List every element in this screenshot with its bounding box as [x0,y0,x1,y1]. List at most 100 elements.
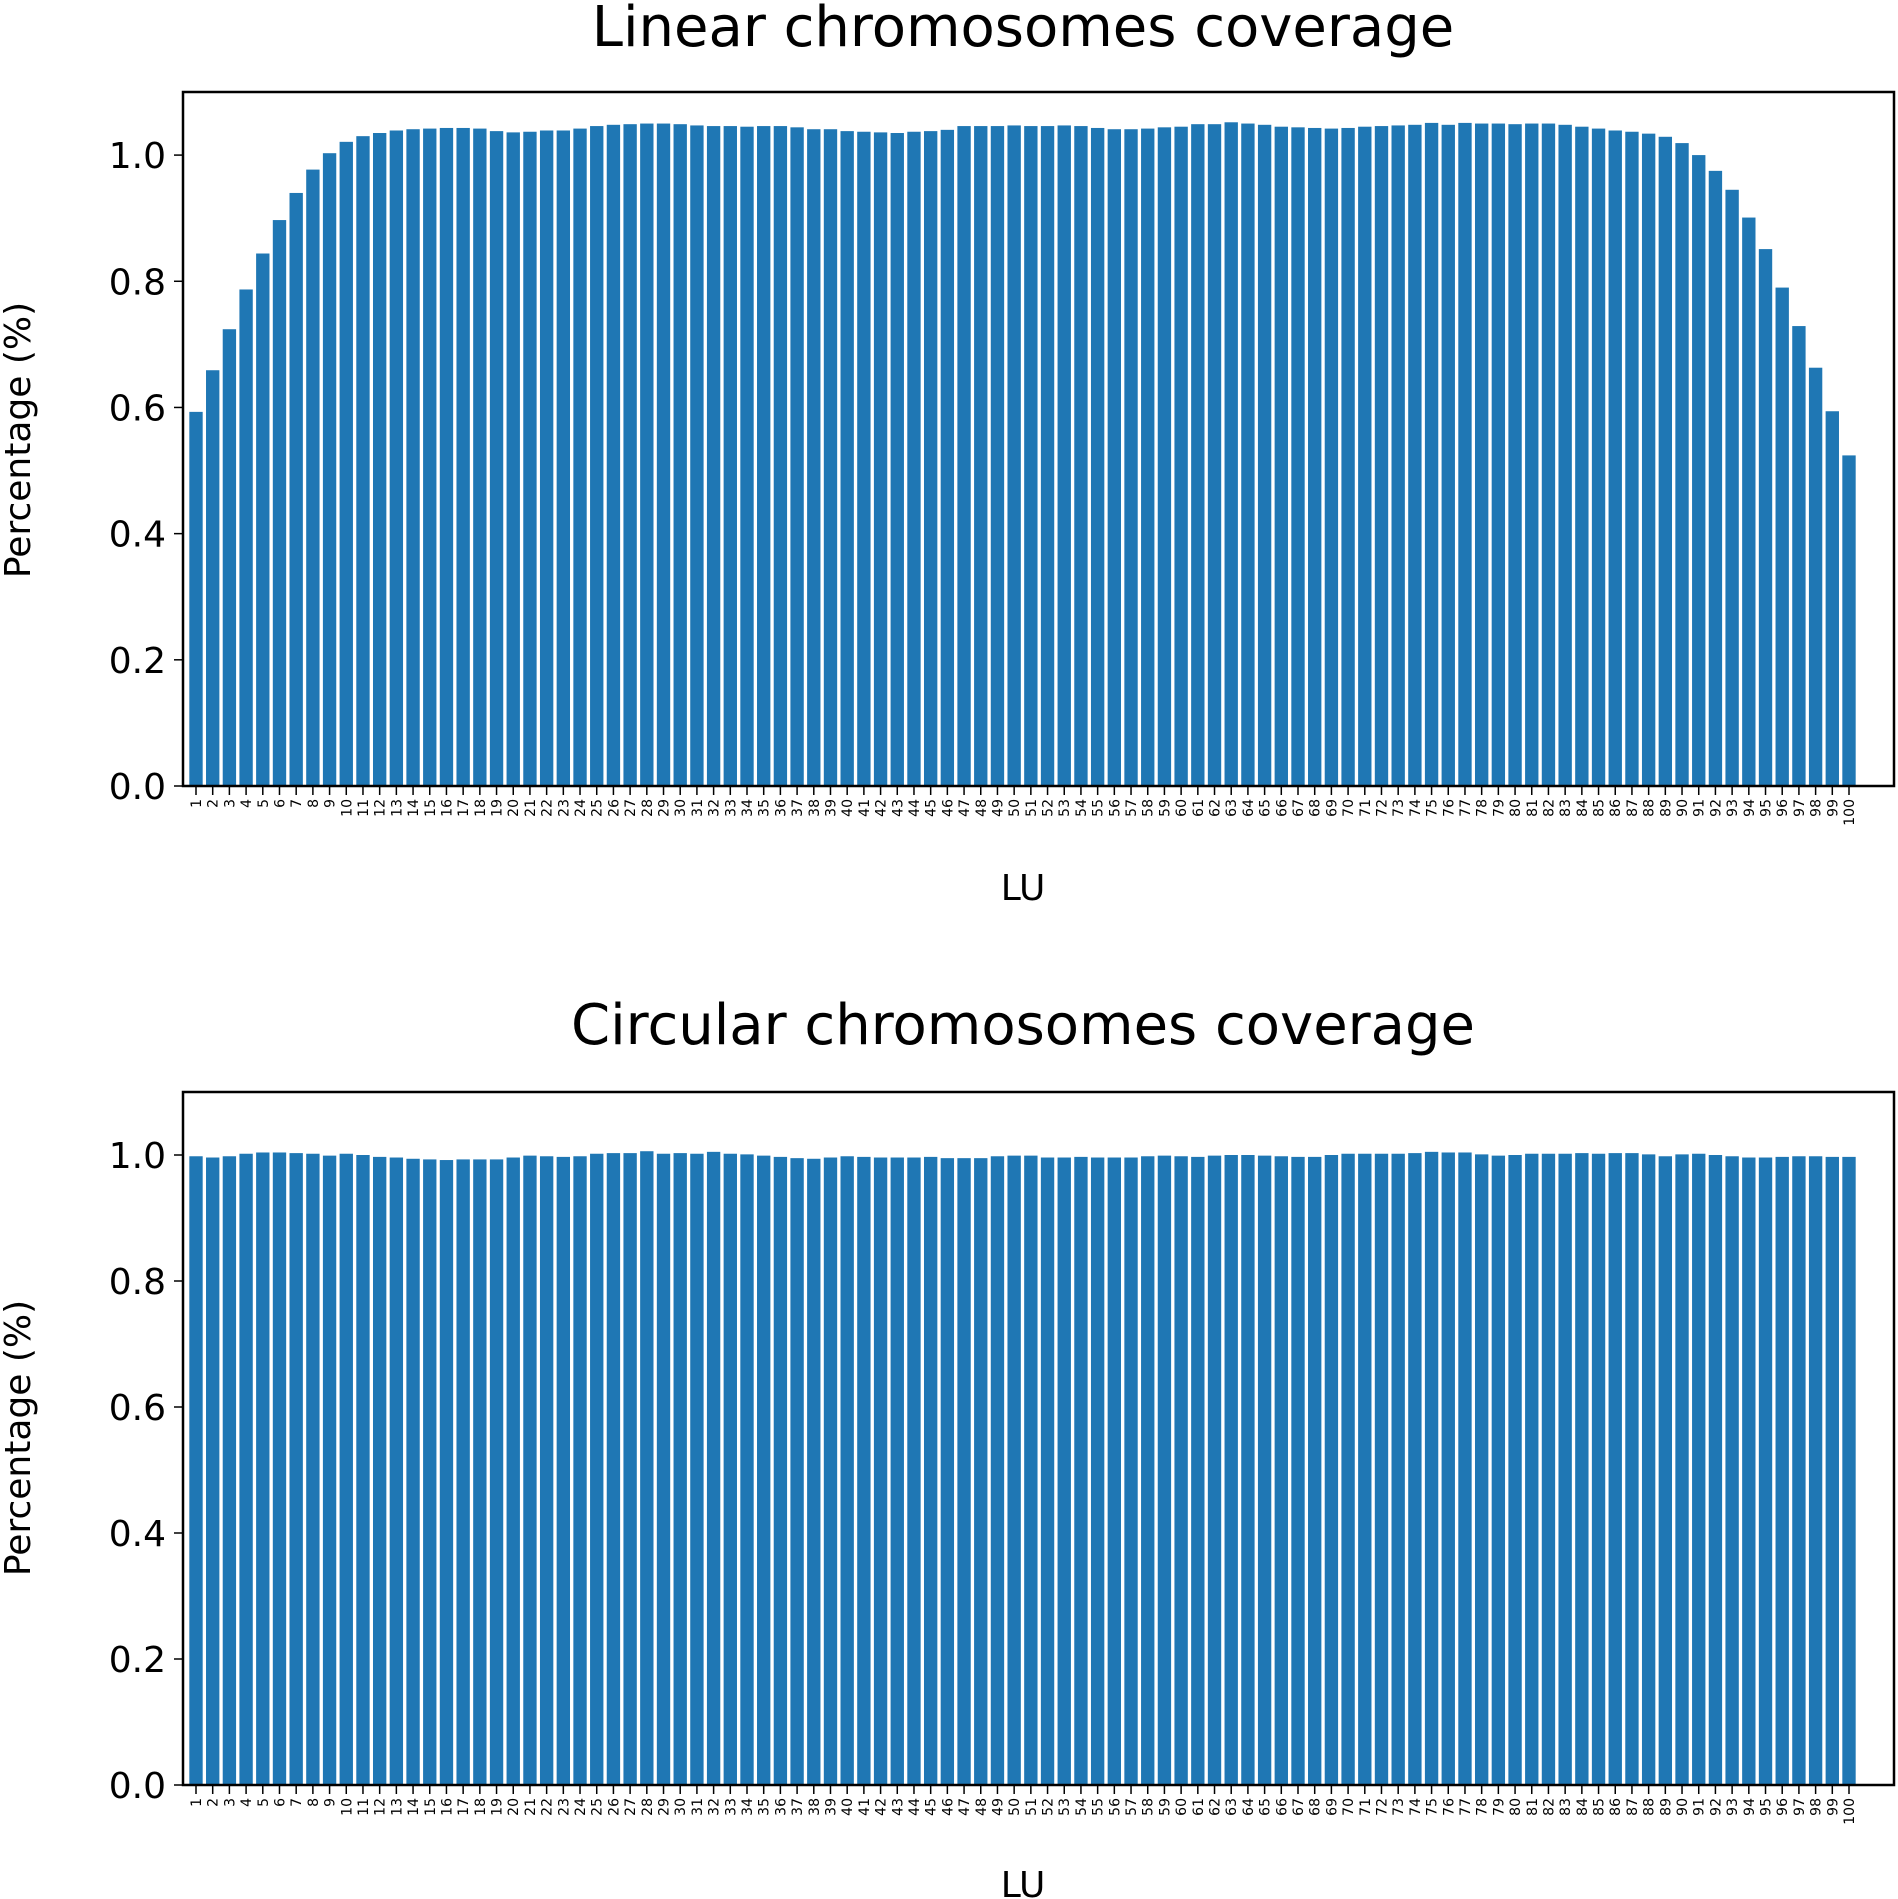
bar-65 [1257,1155,1272,1785]
x-tick-label: 10 [339,1798,355,1816]
x-tick-label: 32 [707,1798,723,1816]
x-tick-label: 32 [707,799,723,817]
x-tick-label: 48 [974,799,990,817]
bar-98 [1808,1156,1823,1785]
bar-78 [1474,123,1489,787]
x-tick-label: 38 [807,799,823,817]
x-tick-label: 16 [439,799,455,817]
x-tick-label: 70 [1341,1798,1357,1816]
bar-20 [506,132,520,786]
bar-41 [857,1156,871,1785]
x-tick-label: 65 [1258,1798,1274,1816]
bar-24 [573,128,587,787]
x-tick-label: 67 [1291,1798,1307,1816]
x-tick-label: 73 [1391,1798,1407,1816]
x-tick-label: 70 [1341,799,1357,817]
x-tick-label: 33 [723,1798,739,1816]
bar-70 [1341,127,1355,786]
bar-86 [1608,130,1622,787]
bar-82 [1541,123,1556,787]
x-tick-label: 82 [1541,799,1557,817]
bar-61 [1191,1156,1205,1785]
x-tick-label: 53 [1057,1798,1073,1816]
bar-67 [1291,127,1305,786]
bar-37 [790,1158,804,1785]
x-tick-label: 60 [1174,1798,1190,1816]
bar-99 [1825,411,1839,786]
x-tick-label: 88 [1642,799,1658,817]
bar-66 [1274,126,1288,786]
bar-84 [1575,126,1589,786]
bar-61 [1191,124,1205,787]
x-tick-label: 47 [957,799,973,817]
x-tick-label: 37 [790,1798,806,1816]
x-tick-label: 72 [1374,799,1390,817]
x-tick-label: 39 [823,1798,839,1816]
x-tick-label: 38 [807,1798,823,1816]
x-tick-label: 11 [356,799,372,817]
bar-22 [539,1156,554,1785]
bar-48 [974,126,988,786]
bar-73 [1391,1153,1405,1785]
x-tick-label: 94 [1742,799,1758,817]
x-tick-label: 14 [406,799,422,817]
y-axis-ticks: 0.0 0.2 0.4 0.6 0.8 1.0 [109,136,183,808]
x-tick-label: 93 [1725,1798,1741,1816]
bar-72 [1374,126,1389,786]
x-tick-label: 52 [1041,799,1057,817]
bar-79 [1491,123,1506,787]
bar-8 [306,169,320,787]
x-tick-label: 86 [1608,799,1624,817]
bar-22 [539,130,554,787]
x-tick-label: 44 [907,1798,923,1816]
x-tick-label: 2 [206,799,222,808]
bar-36 [773,1156,788,1785]
bar-52 [1040,126,1055,786]
bar-16 [439,1160,454,1785]
y-tick-label: 0.0 [109,767,166,808]
x-tick-label: 23 [556,799,572,817]
x-tick-label: 78 [1475,1798,1491,1816]
x-tick-label: 91 [1692,799,1708,817]
bar-5 [256,253,270,786]
bar-71 [1358,126,1372,786]
bar-51 [1024,126,1038,786]
bar-55 [1090,127,1105,786]
bar-15 [423,128,437,787]
x-tick-label: 7 [289,799,305,808]
x-tick-label: 84 [1575,799,1591,817]
bar-17 [456,127,470,786]
x-tick-label: 76 [1441,1798,1457,1816]
x-tick-label: 86 [1608,1798,1624,1816]
bar-39 [823,1157,838,1785]
x-tick-label: 51 [1024,799,1040,817]
x-tick-label: 64 [1241,799,1257,817]
bar-5 [256,1152,270,1785]
x-tick-label: 13 [389,799,405,817]
bar-12 [372,133,387,786]
bar-88 [1641,1154,1656,1785]
x-tick-label: 98 [1809,799,1825,817]
bar-19 [489,1159,504,1785]
x-tick-label: 88 [1642,1798,1658,1816]
bar-58 [1141,1156,1155,1785]
bar-27 [623,124,637,787]
bar-2 [206,370,220,786]
x-tick-label: 33 [723,799,739,817]
x-tick-label: 12 [373,799,389,817]
y-tick-label: 0.6 [109,1388,166,1429]
bar-49 [990,126,1005,786]
x-tick-label: 75 [1425,1798,1441,1816]
bar-26 [606,124,621,786]
bar-11 [356,1155,370,1785]
x-tick-label: 48 [974,1798,990,1816]
x-axis-ticks: 1 2 3 4 5 6 7 8 9 10 11 12 13 14 15 16 17 18 19 20 21 22 23 24 2… [189,786,1858,826]
bar-85 [1591,1153,1606,1785]
bar-39 [823,129,838,787]
bar-60 [1174,126,1188,786]
bar-85 [1591,128,1606,787]
x-tick-label: 18 [473,799,489,817]
x-tick-label: 8 [306,1798,322,1807]
x-tick-label: 24 [573,799,589,817]
bar-31 [690,1153,704,1785]
